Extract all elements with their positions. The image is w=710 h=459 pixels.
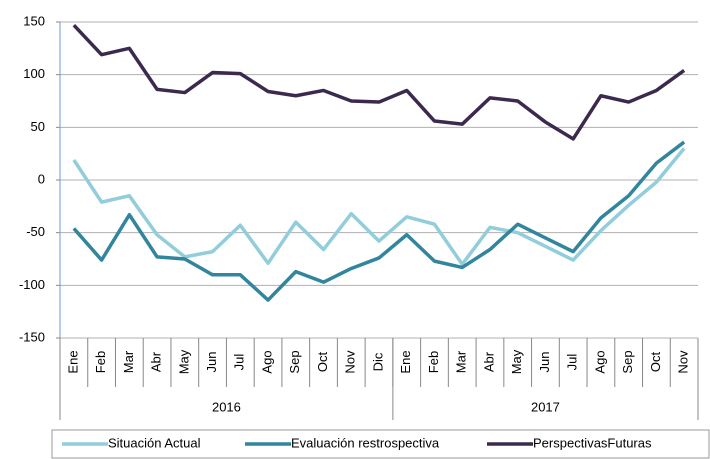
x-tick-label: Feb <box>426 351 441 373</box>
x-tick-label: Sep <box>287 350 302 373</box>
x-tick-label: Nov <box>343 350 358 374</box>
x-tick-label: Ene <box>398 350 413 373</box>
y-tick-label: 0 <box>38 171 45 186</box>
x-tick-label: Abr <box>481 351 496 372</box>
x-tick-label: Jun <box>537 352 552 373</box>
x-tick-label: May <box>509 349 524 374</box>
x-tick-label: Ago <box>259 350 274 373</box>
group-label: 2016 <box>212 399 241 414</box>
x-tick-label: Jun <box>204 352 219 373</box>
series-line <box>72 140 686 302</box>
x-tick-label: Dic <box>370 352 385 371</box>
y-tick-label: 150 <box>23 13 45 28</box>
x-tick-label: Ago <box>592 350 607 373</box>
legend-label: Situación Actual <box>108 435 201 450</box>
x-tick-label: Mar <box>454 350 469 373</box>
y-tick-label: -50 <box>26 224 45 239</box>
series-line <box>72 147 686 267</box>
x-tick-label: Jul <box>565 354 580 371</box>
y-tick-label: 100 <box>23 66 45 81</box>
x-tick-label: Jul <box>232 354 247 371</box>
legend-box <box>51 429 710 459</box>
x-tick-label: Sep <box>620 350 635 373</box>
x-tick-label: May <box>176 349 191 374</box>
y-tick-label: -100 <box>19 277 45 292</box>
legend-label: PerspectivasFuturas <box>533 435 652 450</box>
x-tick-label: Nov <box>676 350 691 374</box>
x-tick-label: Mar <box>121 350 136 373</box>
x-tick-label: Oct <box>648 352 663 373</box>
x-tick-label: Ene <box>65 350 80 373</box>
x-tick-label: Feb <box>93 351 108 373</box>
y-tick-label: 50 <box>31 119 45 134</box>
legend-label: Evaluación restrospectiva <box>291 435 440 450</box>
series-line <box>72 23 686 141</box>
group-label: 2017 <box>531 399 560 414</box>
x-tick-label: Oct <box>315 352 330 373</box>
y-tick-label: -150 <box>19 329 45 344</box>
x-tick-label: Abr <box>149 351 164 372</box>
